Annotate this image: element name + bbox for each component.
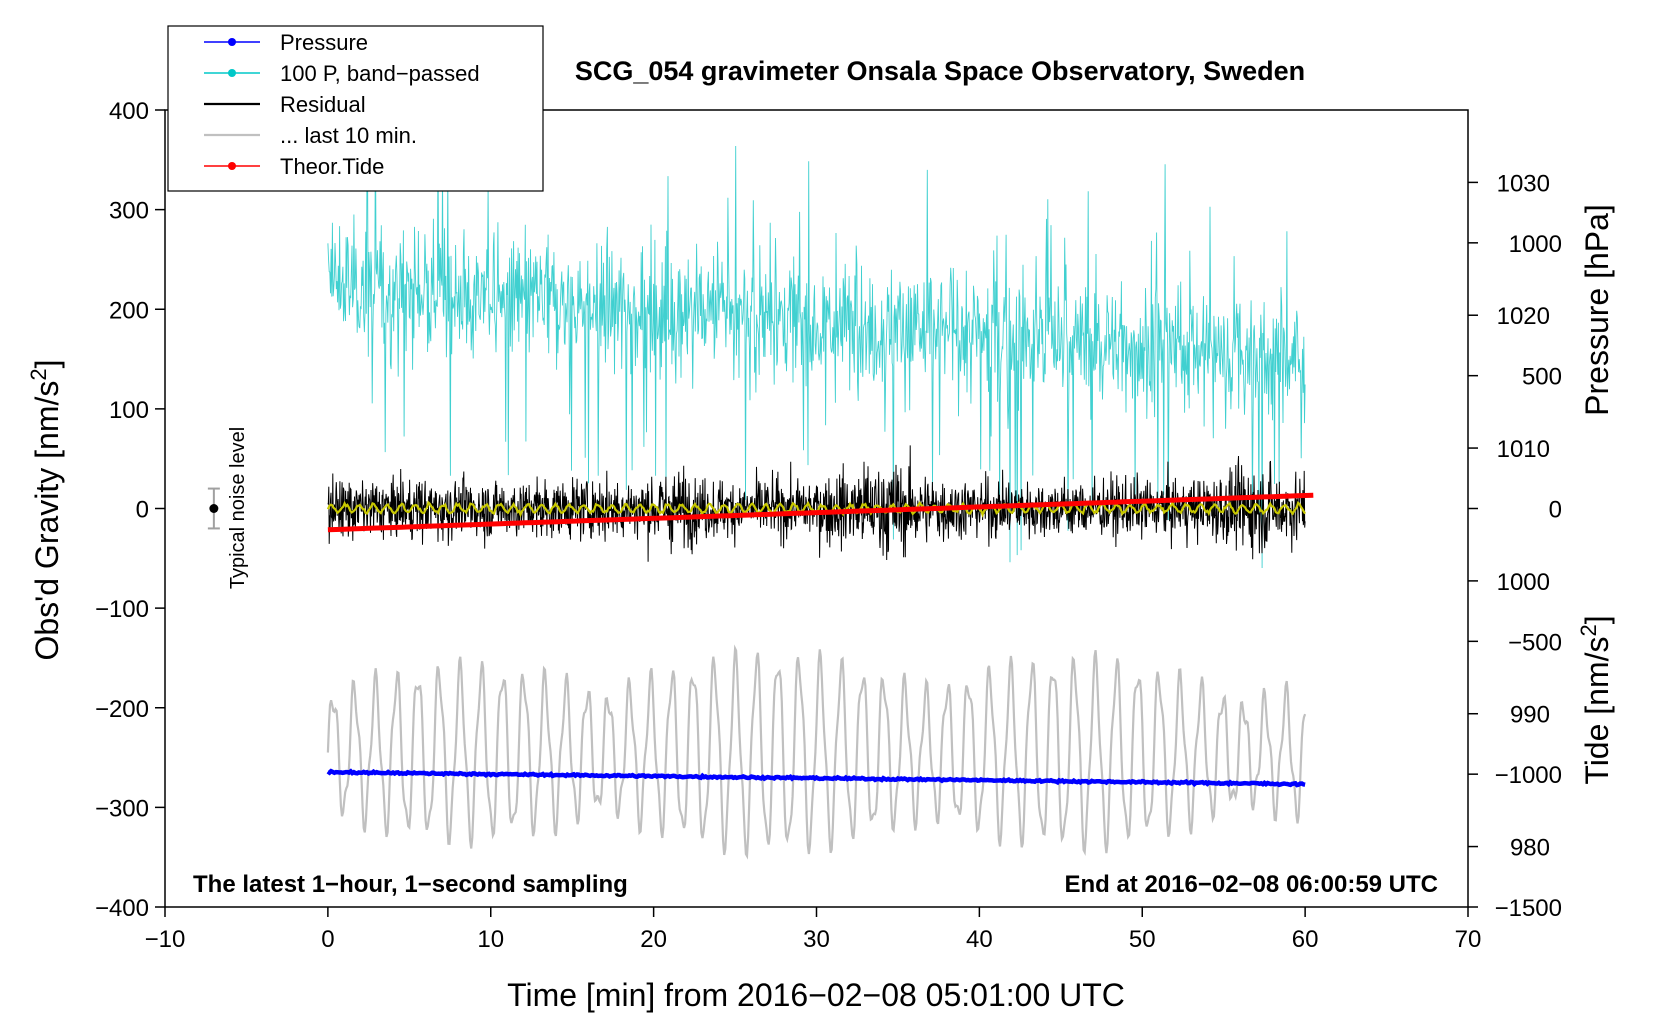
series-pressure <box>326 768 1306 788</box>
legend-marker <box>228 38 236 46</box>
y-tick-label: −200 <box>95 696 149 723</box>
noise-level-label: Typical noise level <box>227 427 249 589</box>
pressure-tick-label: 1020 <box>1497 303 1550 330</box>
legend-marker <box>228 69 236 77</box>
pressure-tick-label: 1030 <box>1497 170 1550 197</box>
x-tick-label: 30 <box>803 926 830 953</box>
legend-label: ... last 10 min. <box>280 123 417 148</box>
right-note: End at 2016−02−08 06:00:59 UTC <box>1064 871 1438 898</box>
legend-item: Residual <box>204 92 366 117</box>
x-tick-label: 50 <box>1129 926 1156 953</box>
tide-tick-label: 1000 <box>1509 231 1562 258</box>
y-axis-label-tide-main: Tide [nm/s <box>1579 636 1615 784</box>
legend-label: 100 P, band−passed <box>280 61 480 86</box>
legend: Pressure 100 P, band−passed Residual ... la… <box>167 25 544 192</box>
series-residual <box>327 445 1306 562</box>
legend-marker <box>228 162 236 170</box>
x-tick-label: 60 <box>1292 926 1319 953</box>
y-tick-label: 300 <box>109 198 149 225</box>
x-tick-label: 70 <box>1455 926 1482 953</box>
y-tick-label: 100 <box>109 397 149 424</box>
series-layer <box>326 118 1314 860</box>
tide-tick-label: −1000 <box>1495 762 1562 789</box>
tide-tick-label: 0 <box>1549 497 1562 524</box>
x-tick-label: −10 <box>145 926 186 953</box>
chart-title: SCG_054 gravimeter Onsala Space Observat… <box>575 56 1305 86</box>
legend-item: Theor.Tide <box>204 154 384 179</box>
x-axis-label: Time [min] from 2016−02−08 05:01:00 UTC <box>507 977 1125 1013</box>
pressure-tick-label: 1010 <box>1497 436 1550 463</box>
y-tick-label: 400 <box>109 98 149 125</box>
series-100p-band-passed <box>327 118 1306 569</box>
y-tick-label: −300 <box>95 795 149 822</box>
y-axis-label-gravity: Obs'd Gravity [nm/s2] <box>26 359 65 660</box>
pressure-tick-label: 1000 <box>1497 569 1550 596</box>
pressure-tick-label: 980 <box>1510 835 1550 862</box>
y-tick-label: −400 <box>95 895 149 922</box>
y-axis-label-pressure: Pressure [hPa] <box>1579 204 1615 416</box>
legend-label: Theor.Tide <box>280 154 384 179</box>
y-axis-label-tide-sup: 2 <box>1576 624 1601 636</box>
series-last-10-min <box>326 644 1307 860</box>
tick-layer: −10 0 10 20 30 40 50 60 704003002001000−100−200−… <box>95 98 1562 953</box>
noise-indicator <box>207 487 220 530</box>
legend-item: Pressure <box>204 30 368 55</box>
x-tick-label: 10 <box>477 926 504 953</box>
x-tick-label: 0 <box>321 926 334 953</box>
y-axis-label-gravity-end: ] <box>29 359 65 368</box>
left-note: The latest 1−hour, 1−second sampling <box>193 871 628 898</box>
series-theor-tide <box>327 492 1314 533</box>
y-axis-label-gravity-main: Obs'd Gravity [nm/s <box>29 381 65 661</box>
y-tick-label: −100 <box>95 596 149 623</box>
tide-tick-label: 500 <box>1522 364 1562 391</box>
y-tick-label: 200 <box>109 297 149 324</box>
pressure-tick-label: 990 <box>1510 702 1550 729</box>
y-axis-label-tide-end: ] <box>1579 615 1615 624</box>
tide-tick-label: −500 <box>1508 629 1562 656</box>
legend-item: ... last 10 min. <box>204 123 417 148</box>
legend-label: Pressure <box>280 30 368 55</box>
x-tick-label: 40 <box>966 926 993 953</box>
y-axis-label-tide: Tide [nm/s2] <box>1576 615 1615 784</box>
y-tick-label: 0 <box>136 497 149 524</box>
legend-label: Residual <box>280 92 366 117</box>
y-axis-label-gravity-sup: 2 <box>26 368 51 380</box>
tide-tick-label: −1500 <box>1495 895 1562 922</box>
x-tick-label: 20 <box>640 926 667 953</box>
noise-bar-center <box>209 504 219 513</box>
legend-item: 100 P, band−passed <box>204 61 480 86</box>
